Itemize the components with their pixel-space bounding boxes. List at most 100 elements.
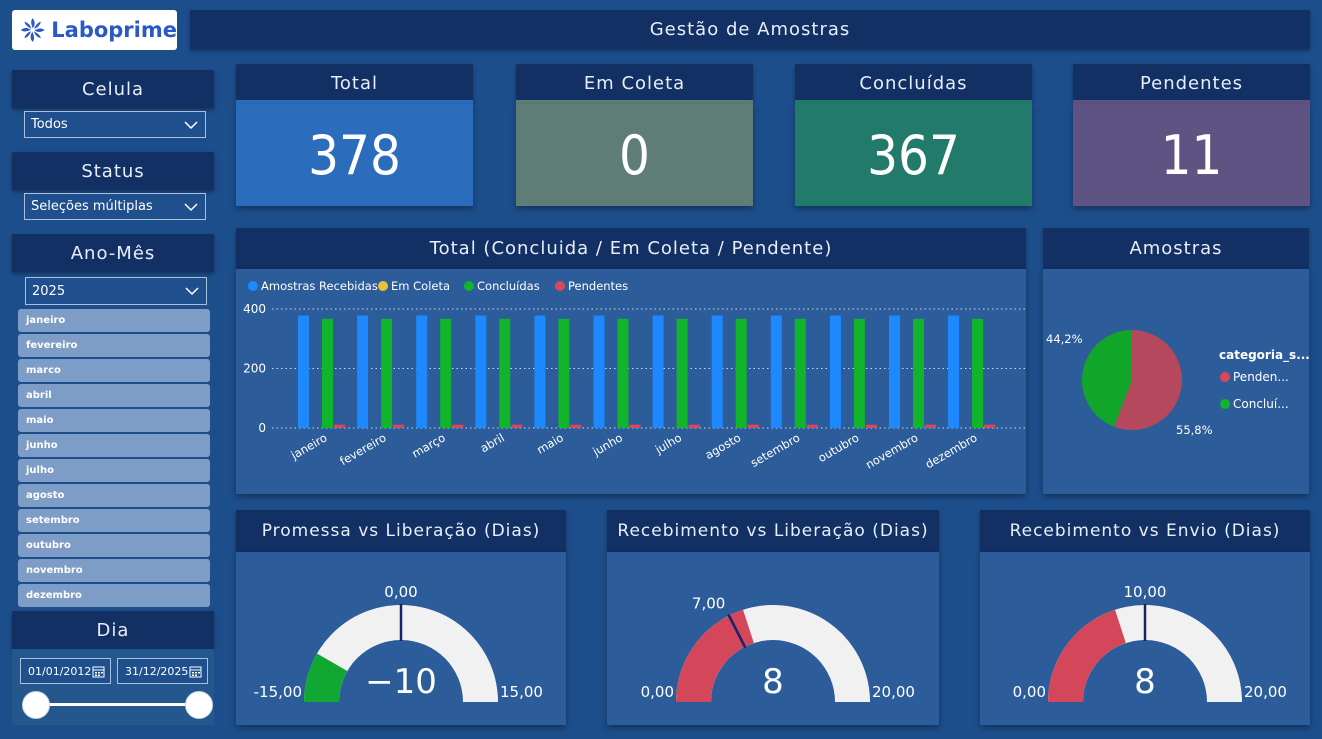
bar-julho-2[interactable] xyxy=(676,318,688,428)
bar-dezembro-0[interactable] xyxy=(948,315,960,428)
y-tick-0: 0 xyxy=(258,421,266,435)
pie-slice-0[interactable] xyxy=(1114,330,1182,430)
end-date-input[interactable]: 31/12/2025 xyxy=(117,658,208,684)
month-item-janeiro[interactable]: janeiro xyxy=(18,309,210,332)
bar-setembro-2[interactable] xyxy=(794,318,806,428)
calendar-icon[interactable] xyxy=(92,665,105,678)
bar-agosto-2[interactable] xyxy=(735,318,747,428)
bar-abril-3[interactable] xyxy=(511,424,523,428)
bar-julho-3[interactable] xyxy=(688,424,700,428)
legend-marker-1 xyxy=(378,281,388,291)
bar-março-2[interactable] xyxy=(440,318,452,428)
date-range-start-handle[interactable] xyxy=(22,691,50,719)
bar-agosto-0[interactable] xyxy=(711,315,723,428)
page-title: Gestão de Amostras xyxy=(190,10,1310,49)
month-item-fevereiro[interactable]: fevereiro xyxy=(18,334,210,357)
status-filter-label: Status xyxy=(12,152,214,190)
bar-dezembro-3[interactable] xyxy=(984,424,996,428)
bar-janeiro-2[interactable] xyxy=(322,318,333,428)
x-tick-novembro: novembro xyxy=(863,430,920,471)
date-range-end-handle[interactable] xyxy=(185,691,213,719)
bar-maio-3[interactable] xyxy=(570,424,582,428)
pie-legend-title: categoria_s... xyxy=(1219,348,1309,363)
gauge-2-target-label: 10,00 xyxy=(1124,583,1167,601)
bar-abril-0[interactable] xyxy=(475,315,487,428)
bar-agosto-3[interactable] xyxy=(747,424,759,428)
bar-setembro-0[interactable] xyxy=(770,315,782,428)
bar-fevereiro-2[interactable] xyxy=(381,318,393,428)
kpi-em-coleta-value: 0 xyxy=(516,104,753,206)
month-item-maio[interactable]: maio xyxy=(18,409,210,432)
bar-janeiro-0[interactable] xyxy=(298,315,309,428)
month-item-junho[interactable]: junho xyxy=(18,434,210,457)
status-dropdown-value: Seleções múltiplas xyxy=(31,199,153,214)
pie-chart: 55,8% 44,2% categoria_s... Penden... Concluí… xyxy=(1046,330,1310,437)
bar-novembro-2[interactable] xyxy=(913,318,924,428)
ano-mes-dropdown[interactable]: 2025 xyxy=(25,277,207,305)
celula-dropdown-value: Todos xyxy=(31,117,68,132)
bar-março-0[interactable] xyxy=(416,315,428,428)
x-tick-agosto: agosto xyxy=(702,430,743,462)
bar-setembro-3[interactable] xyxy=(806,424,818,428)
gauge-0-max-label: 15,00 xyxy=(500,683,543,701)
bar-novembro-3[interactable] xyxy=(925,424,936,428)
bar-novembro-0[interactable] xyxy=(889,315,900,428)
month-item-setembro[interactable]: setembro xyxy=(18,509,210,532)
celula-dropdown[interactable]: Todos xyxy=(24,111,206,138)
month-item-julho[interactable]: julho xyxy=(18,459,210,482)
bar-março-3[interactable] xyxy=(452,424,464,428)
bar-junho-0[interactable] xyxy=(593,315,605,428)
month-item-marco[interactable]: marco xyxy=(18,359,210,382)
calendar-icon[interactable] xyxy=(189,665,202,678)
x-tick-julho: julho xyxy=(652,430,684,457)
bar-maio-2[interactable] xyxy=(558,318,570,428)
month-item-novembro[interactable]: novembro xyxy=(18,559,210,582)
bar-fevereiro-0[interactable] xyxy=(357,315,369,428)
gauge-1-value: 8 xyxy=(762,662,784,702)
kpi-total-accent xyxy=(236,100,473,105)
bar-junho-2[interactable] xyxy=(617,318,629,428)
bar-chart-title: Total (Concluida / Em Coleta / Pendente) xyxy=(236,228,1026,269)
pie-legend-label-1: Concluí... xyxy=(1233,397,1289,411)
gauge-1-min-label: 0,00 xyxy=(641,683,674,701)
bar-outubro-3[interactable] xyxy=(865,424,877,428)
legend-marker-0 xyxy=(248,281,258,291)
kpi-pendentes-label: Pendentes xyxy=(1073,64,1310,102)
bar-outubro-2[interactable] xyxy=(853,318,865,428)
month-item-dezembro[interactable]: dezembro xyxy=(18,584,210,607)
pie-legend-marker-1 xyxy=(1220,399,1230,409)
pie-chart-title: Amostras xyxy=(1043,228,1309,269)
month-item-outubro[interactable]: outubro xyxy=(18,534,210,557)
bar-outubro-0[interactable] xyxy=(829,315,841,428)
month-slicer: janeiro fevereiro marco abril maio junho julho… xyxy=(18,309,210,609)
gauge-0-panel: −10 -15,00 15,00 0,00 xyxy=(236,552,566,725)
start-date-input[interactable]: 01/01/2012 xyxy=(20,658,111,684)
gauge-2-value: 8 xyxy=(1134,662,1156,702)
celula-filter-label: Celula xyxy=(12,70,214,108)
bar-abril-2[interactable] xyxy=(499,318,511,428)
logo: Laboprime xyxy=(12,10,177,50)
logo-text: Laboprime xyxy=(51,18,177,42)
gauge-2-min-label: 0,00 xyxy=(1013,683,1046,701)
bar-dezembro-2[interactable] xyxy=(972,318,984,428)
x-tick-dezembro: dezembro xyxy=(923,430,980,471)
status-dropdown[interactable]: Seleções múltiplas xyxy=(24,193,206,220)
bar-maio-0[interactable] xyxy=(534,315,546,428)
month-item-agosto[interactable]: agosto xyxy=(18,484,210,507)
x-tick-fevereiro: fevereiro xyxy=(337,430,388,468)
bar-fevereiro-3[interactable] xyxy=(393,424,405,428)
gauge-2-chart: 8 0,00 20,00 10,00 xyxy=(1013,583,1287,702)
gauge-0-track xyxy=(304,605,498,702)
month-item-abril[interactable]: abril xyxy=(18,384,210,407)
date-range-slider-track[interactable] xyxy=(35,703,199,706)
ano-mes-filter-label: Ano-Mês xyxy=(12,234,214,272)
x-tick-maio: maio xyxy=(534,430,566,456)
legend-marker-3 xyxy=(555,281,565,291)
bar-junho-3[interactable] xyxy=(629,424,641,428)
x-tick-junho: junho xyxy=(589,430,625,459)
dia-filter-label: Dia xyxy=(12,611,214,649)
pie-slice-1[interactable] xyxy=(1082,330,1132,427)
bar-janeiro-3[interactable] xyxy=(334,424,345,428)
bar-chart-panel: Amostras Recebidas Em Coleta Concluídas Pen… xyxy=(236,269,1026,494)
bar-julho-0[interactable] xyxy=(652,315,664,428)
